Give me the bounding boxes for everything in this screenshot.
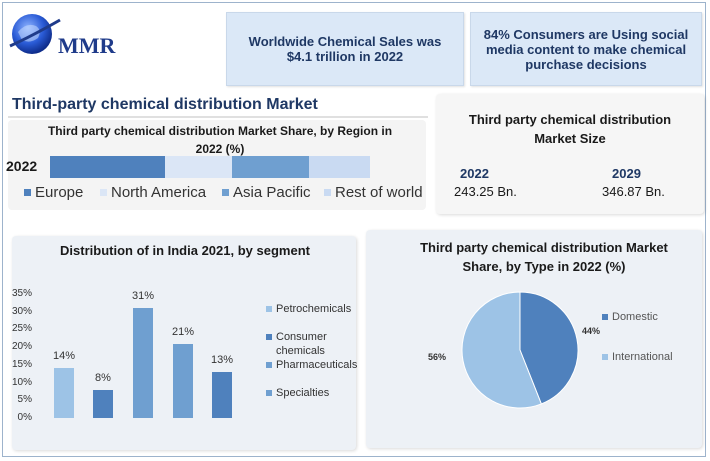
legend-label: North America xyxy=(111,184,207,201)
legend-label: International xyxy=(612,351,673,363)
region-bar-europe xyxy=(50,156,166,178)
mmr-logo xyxy=(9,14,61,54)
bar-value-label: 13% xyxy=(210,353,234,366)
segment-legend-item: Petrochemicals xyxy=(266,302,354,316)
bar-value-label: 14% xyxy=(52,350,76,363)
pie-slice-domestic xyxy=(519,291,579,405)
banner-consumers: 84% Consumers are Using social media con… xyxy=(470,12,702,86)
market-size-panel xyxy=(436,94,704,214)
market-size-value-2022: 243.25 Bn. xyxy=(454,184,517,199)
pie-chart-title: Third party chemical distribution Market… xyxy=(420,240,668,274)
region-bar-asia-pacific xyxy=(232,156,310,178)
legend-item-rest-of-world: Rest of world xyxy=(324,184,423,201)
market-size-year-2029: 2029 xyxy=(612,166,641,181)
page-frame xyxy=(2,2,706,457)
pie-legend-item: International xyxy=(602,350,673,364)
legend-swatch xyxy=(100,189,107,196)
y-tick-label: 25% xyxy=(11,323,32,335)
legend-label: Petrochemicals xyxy=(276,303,352,315)
pie-slice-international xyxy=(461,291,543,409)
legend-swatch xyxy=(266,390,272,396)
segment-bar xyxy=(212,371,232,418)
legend-label: Domestic xyxy=(612,311,658,323)
legend-item-north-america: North America xyxy=(100,184,206,201)
legend-label: Specialties xyxy=(276,387,330,399)
legend-label: Asia Pacific xyxy=(233,184,311,201)
segment-bar xyxy=(54,368,74,418)
main-title: Third-party chemical distribution Market xyxy=(12,96,318,113)
bar-value-label: 21% xyxy=(171,325,195,338)
legend-label: Rest of world xyxy=(335,184,423,201)
segment-legend-item: Pharmaceuticals xyxy=(266,358,358,372)
legend-swatch xyxy=(266,334,272,340)
region-chart-title: Third party chemical distribution Market… xyxy=(47,124,393,156)
region-category-label: 2022 xyxy=(6,158,38,174)
legend-swatch xyxy=(222,189,229,196)
legend-item-europe: Europe xyxy=(24,184,83,201)
market-size-year-2022: 2022 xyxy=(460,166,489,181)
legend-swatch xyxy=(324,189,331,196)
legend-swatch xyxy=(602,354,608,360)
market-size-value-2029: 346.87 Bn. xyxy=(602,184,665,199)
bar-value-label: 31% xyxy=(131,290,155,303)
logo-text: MMR xyxy=(58,33,116,58)
legend-item-asia-pacific: Asia Pacific xyxy=(222,184,311,201)
market-size-title: Third party chemical distribution Market… xyxy=(468,112,672,146)
pie-value-label: 56% xyxy=(428,352,447,362)
legend-label: Europe xyxy=(35,184,84,201)
divider xyxy=(8,116,428,118)
segment-bar xyxy=(133,308,153,418)
legend-swatch xyxy=(266,306,272,312)
region-bars xyxy=(50,156,370,178)
bar-value-label: 8% xyxy=(95,371,111,384)
segment-bar xyxy=(93,389,113,418)
legend-swatch xyxy=(24,189,31,196)
segment-legend-item: Specialties xyxy=(266,386,354,400)
y-tick-label: 10% xyxy=(11,376,32,388)
pie-chart xyxy=(461,291,579,409)
legend-swatch xyxy=(266,362,272,368)
pie-value-label: 44% xyxy=(582,326,601,336)
banner-sales-text: Worldwide Chemical Sales was $4.1 trilli… xyxy=(248,34,442,64)
legend-label: Pharmaceuticals xyxy=(276,359,358,371)
banner-consumers-text: 84% Consumers are Using social media con… xyxy=(483,26,689,72)
banner-sales: Worldwide Chemical Sales was $4.1 trilli… xyxy=(226,12,464,86)
region-bar-north-america xyxy=(165,156,233,178)
y-tick-label: 30% xyxy=(11,305,32,317)
segment-chart-title: Distribution of in India 2021, by segmen… xyxy=(60,243,310,258)
legend-label: Consumer chemicals xyxy=(276,331,327,357)
pie-legend-item: Domestic xyxy=(602,310,682,324)
y-tick-label: 5% xyxy=(17,394,32,406)
y-tick-label: 0% xyxy=(17,412,32,423)
y-tick-label: 35% xyxy=(11,288,32,299)
y-tick-label: 15% xyxy=(11,358,32,370)
segment-bar xyxy=(173,343,193,418)
y-tick-label: 20% xyxy=(11,341,32,353)
segment-legend-item: Consumer chemicals xyxy=(266,330,354,358)
region-bar-rest-of-world xyxy=(309,156,370,178)
legend-swatch xyxy=(602,314,608,320)
